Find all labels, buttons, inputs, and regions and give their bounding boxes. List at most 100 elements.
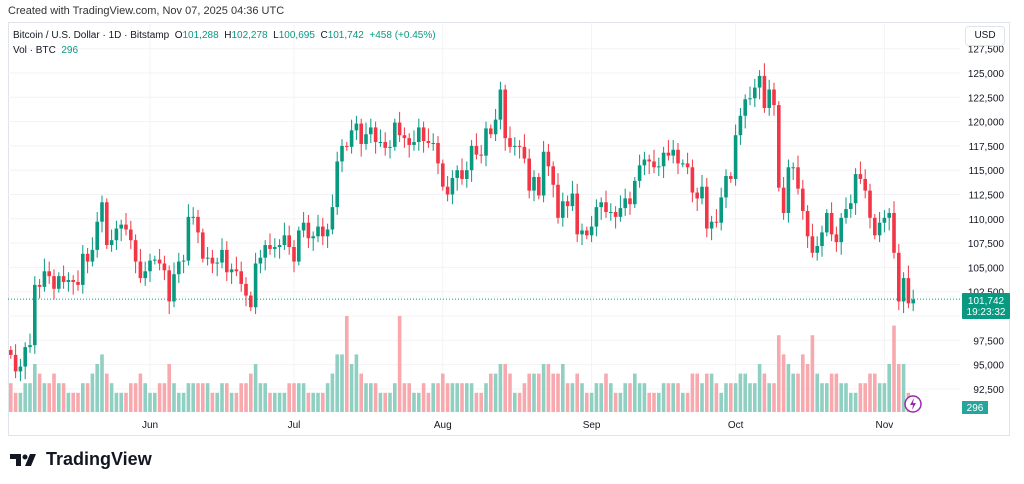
candle-body bbox=[469, 145, 474, 171]
candle-body bbox=[268, 245, 272, 249]
candle-body bbox=[628, 198, 632, 205]
candle-body bbox=[513, 145, 517, 147]
candle-body bbox=[565, 201, 570, 207]
open-value: 101,288 bbox=[182, 30, 219, 41]
candle-body bbox=[465, 170, 469, 179]
candle-body bbox=[613, 211, 618, 217]
candle-body bbox=[52, 276, 56, 289]
volume-bar bbox=[666, 383, 671, 412]
volume-bar bbox=[858, 383, 863, 412]
volume-bar bbox=[729, 383, 733, 412]
candle-body bbox=[695, 192, 699, 199]
candle-body bbox=[729, 176, 733, 179]
volume-bar bbox=[148, 392, 152, 412]
volume-bar bbox=[157, 383, 162, 412]
candle-body bbox=[220, 249, 224, 263]
candle-body bbox=[810, 236, 815, 253]
candle-body bbox=[109, 240, 114, 246]
candle-body bbox=[681, 163, 685, 165]
volume-bar bbox=[618, 392, 623, 412]
volume-bar bbox=[119, 392, 123, 412]
candle-body bbox=[426, 141, 431, 143]
candle-body bbox=[767, 89, 771, 108]
candle-body bbox=[777, 105, 781, 188]
candle-body bbox=[609, 211, 613, 213]
volume-bar bbox=[426, 392, 431, 412]
currency-button[interactable]: USD bbox=[965, 26, 1005, 46]
volume-bar bbox=[570, 383, 575, 412]
candle-body bbox=[829, 212, 834, 235]
candle-body bbox=[215, 262, 219, 264]
candle-body bbox=[181, 260, 186, 262]
volume-bar bbox=[479, 392, 483, 412]
volume-bar bbox=[705, 373, 709, 412]
volume-bar bbox=[138, 373, 143, 412]
candle-body bbox=[532, 177, 536, 191]
volume-bar bbox=[234, 392, 239, 412]
candle-body bbox=[786, 167, 791, 213]
close-label: C bbox=[320, 30, 328, 41]
volume-bar bbox=[561, 364, 565, 412]
candle-body bbox=[815, 246, 819, 253]
candle-body bbox=[508, 138, 512, 147]
volume-bar bbox=[13, 392, 18, 412]
volume-bar bbox=[205, 383, 210, 412]
volume-bar bbox=[465, 383, 469, 412]
candle-body bbox=[743, 99, 747, 116]
volume-bar bbox=[263, 383, 267, 412]
candle-body bbox=[666, 152, 671, 156]
volume-bar bbox=[249, 373, 253, 412]
volume-bar bbox=[671, 383, 675, 412]
candle-body bbox=[95, 221, 99, 250]
tradingview-logo[interactable]: TradingView bbox=[10, 449, 152, 470]
volume-value: 296 bbox=[61, 45, 79, 56]
volume-bar bbox=[129, 383, 133, 412]
candle-body bbox=[503, 89, 507, 139]
candle-body bbox=[244, 283, 248, 296]
candle-body bbox=[297, 230, 301, 262]
volume-bar bbox=[897, 364, 901, 412]
symbol-title[interactable]: Bitcoin / U.S. Dollar · 1D · Bitstamp bbox=[13, 30, 170, 41]
chart-frame[interactable] bbox=[8, 22, 1010, 436]
candle-body bbox=[157, 259, 162, 264]
candle-body bbox=[397, 122, 402, 136]
candle-body bbox=[330, 207, 335, 230]
candle-body bbox=[661, 152, 666, 167]
volume-bar bbox=[657, 392, 661, 412]
volume-bar bbox=[282, 392, 287, 412]
volume-bar bbox=[868, 373, 872, 412]
volume-bar bbox=[172, 383, 176, 412]
volume-bar bbox=[373, 383, 378, 412]
candle-body bbox=[709, 221, 714, 229]
volume-bar bbox=[796, 373, 800, 412]
volume-bar bbox=[378, 392, 383, 412]
volume-bar bbox=[748, 383, 752, 412]
lightning-icon[interactable] bbox=[904, 395, 922, 413]
candle-body bbox=[445, 186, 450, 195]
volume-bar bbox=[421, 383, 426, 412]
candle-body bbox=[911, 299, 915, 304]
candle-body bbox=[825, 212, 829, 233]
volume-bar bbox=[33, 364, 37, 412]
price-tick-label: 105,000 bbox=[968, 263, 1005, 274]
volume-bar bbox=[767, 383, 771, 412]
candle-body bbox=[354, 123, 359, 131]
volume-bar bbox=[114, 392, 119, 412]
price-tick-label: 122,500 bbox=[968, 93, 1005, 104]
volume-bar bbox=[489, 373, 493, 412]
candle-body bbox=[637, 165, 642, 181]
volume-bar bbox=[345, 316, 349, 412]
volume-bar bbox=[714, 383, 719, 412]
volume-bar bbox=[901, 364, 906, 412]
volume-bar bbox=[743, 373, 747, 412]
candle-body bbox=[18, 366, 23, 372]
volume-bar bbox=[551, 373, 555, 412]
volume-bar bbox=[781, 354, 786, 412]
volume-bar bbox=[753, 383, 757, 412]
candle-body bbox=[201, 232, 205, 259]
volume-bar bbox=[325, 383, 330, 412]
price-tick-label: 107,500 bbox=[968, 239, 1005, 250]
volume-bar bbox=[474, 392, 479, 412]
candle-body bbox=[301, 222, 306, 231]
